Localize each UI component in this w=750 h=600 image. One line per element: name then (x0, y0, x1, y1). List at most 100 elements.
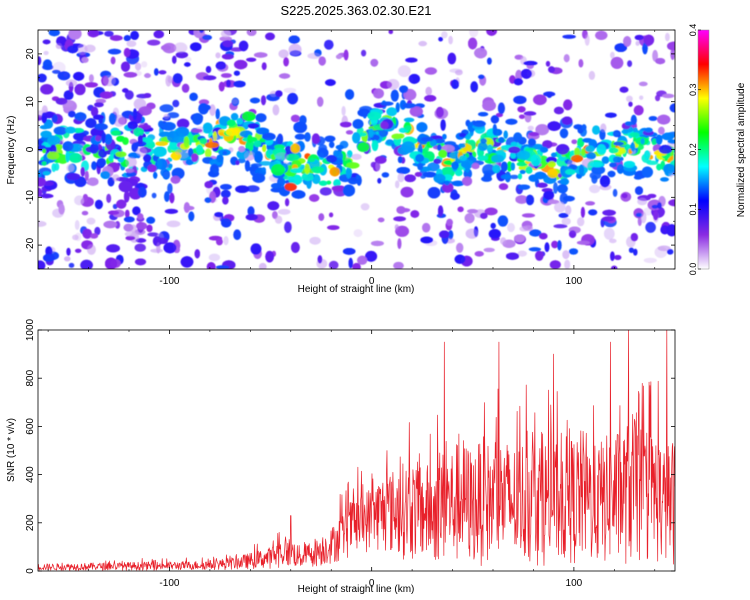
heatmap-cell (563, 99, 573, 111)
heatmap-cell (89, 143, 99, 154)
heatmap-cell (215, 108, 220, 120)
heatmap-cell (435, 106, 444, 118)
y-tick-label: 400 (25, 466, 36, 483)
heatmap-cell (187, 148, 194, 157)
heatmap-cell (82, 228, 92, 239)
y-tick-label: -10 (25, 190, 36, 205)
heatmap-cell (230, 113, 239, 121)
x-tick-label: 0 (369, 578, 375, 589)
heatmap-cell (439, 230, 450, 239)
heatmap-cell (482, 100, 496, 111)
heatmap-cell (66, 163, 75, 173)
heatmap-cell (441, 31, 448, 39)
heatmap-cell (425, 86, 433, 96)
heatmap-cell (181, 83, 190, 93)
heatmap-cell (219, 36, 232, 42)
heatmap-cell (125, 168, 135, 173)
heatmap-cell (304, 132, 311, 142)
heatmap-cell (643, 207, 653, 216)
heatmap-cell (438, 205, 444, 217)
heatmap-cell (521, 213, 536, 218)
heatmap-cell (627, 60, 633, 67)
heatmap-cell (423, 171, 437, 178)
heatmap-cell (400, 186, 414, 198)
heatmap-cell (80, 259, 93, 269)
heatmap-cell (547, 121, 561, 131)
heatmap-cell (634, 34, 644, 41)
heatmap-cell (581, 124, 587, 131)
heatmap-cell (231, 127, 241, 135)
colorbar-ticks: 0.0 0.1 0.2 0.3 0.4 (688, 24, 701, 275)
heatmap-cell (377, 178, 382, 184)
heatmap-cell (235, 160, 240, 165)
heatmap-cell (373, 88, 384, 99)
heatmap-cell (329, 167, 340, 177)
heatmap-cell (328, 260, 339, 269)
heatmap-cell (156, 242, 161, 254)
heatmap-cell (277, 208, 291, 215)
heatmap-cell (123, 190, 130, 203)
heatmap-cell (42, 59, 53, 70)
heatmap-cell (202, 75, 217, 81)
heatmap-cell (288, 174, 303, 185)
heatmap-cell (285, 198, 290, 207)
heatmap-cell (386, 79, 400, 90)
heatmap-cell (553, 224, 568, 229)
heatmap-cell (370, 58, 379, 67)
heatmap-cell (397, 172, 405, 183)
heatmap-cell (262, 144, 267, 152)
heatmap-cell (317, 147, 329, 158)
heatmap-cell (294, 133, 306, 140)
snr-panel: 0 200 400 600 800 1000 -100 0 100 Height of str… (6, 318, 676, 595)
heatmap-cell (388, 30, 393, 34)
heatmap-cell (442, 182, 454, 193)
heatmap-cell (458, 132, 467, 138)
heatmap-cell (66, 173, 81, 181)
heatmap-cell (652, 49, 658, 62)
heatmap-cell (216, 237, 223, 246)
heatmap-cell (359, 132, 367, 137)
heatmap-cell (304, 163, 311, 175)
heatmap-cell (271, 163, 285, 176)
heatmap-cell (38, 260, 46, 269)
heatmap-cell (553, 106, 564, 115)
heatmap-cell (173, 42, 188, 53)
heatmap-cell (190, 42, 202, 52)
heatmap-cell (467, 209, 478, 214)
heatmap-cell (185, 56, 192, 62)
heatmap-cell (519, 114, 525, 119)
heatmap-cell (584, 34, 590, 46)
heatmap-cell (86, 217, 96, 225)
heatmap-cell (222, 40, 234, 48)
heatmap-cell (311, 166, 325, 174)
heatmap-cell (347, 177, 359, 185)
heatmap-cell (249, 97, 261, 104)
heatmap-cell (468, 155, 474, 161)
heatmap-cell (612, 130, 621, 138)
heatmap-cell (218, 132, 226, 137)
heatmap-cell (633, 105, 644, 116)
heatmap-cell (648, 116, 658, 121)
heatmap-cell (667, 139, 675, 144)
heatmap-cell (108, 210, 120, 215)
heatmap-cell (628, 101, 633, 107)
heatmap-cell (458, 143, 466, 149)
heatmap-cell (637, 197, 648, 206)
colorbar-tick-label: 0.1 (688, 203, 698, 216)
heatmap-cell (130, 224, 137, 233)
heatmap-cell (80, 166, 86, 177)
heatmap-cell (517, 173, 523, 180)
heatmap-cell (478, 74, 485, 80)
heatmap-cell (414, 172, 422, 177)
heatmap-cell (533, 94, 547, 106)
heatmap-cell (471, 163, 480, 170)
heatmap-cell (331, 185, 346, 192)
heatmap-cell (403, 117, 415, 123)
heatmap-cell (497, 215, 509, 227)
heatmap-cell (610, 251, 615, 261)
heatmap-cell (40, 193, 54, 199)
heatmap-cell (74, 195, 85, 206)
x-tick-label: -100 (159, 276, 179, 287)
heatmap-cell (110, 56, 116, 65)
heatmap-cell (39, 125, 50, 130)
